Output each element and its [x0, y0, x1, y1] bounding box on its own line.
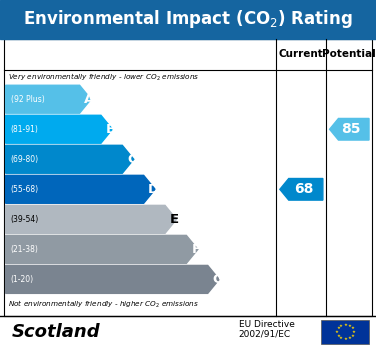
Text: (55-68): (55-68) [11, 185, 39, 194]
Text: A: A [84, 93, 94, 106]
Text: Environmental Impact (CO$_2$) Rating: Environmental Impact (CO$_2$) Rating [23, 8, 353, 31]
Text: Scotland: Scotland [11, 323, 100, 341]
Text: ★: ★ [347, 324, 351, 327]
Text: B: B [106, 123, 116, 136]
Bar [321, 319, 369, 345]
Polygon shape [6, 115, 112, 143]
Text: ★: ★ [351, 330, 355, 334]
Text: Very environmentally friendly - lower CO$_2$ emissions: Very environmentally friendly - lower CO… [8, 72, 199, 83]
Text: ★: ★ [335, 330, 339, 334]
Text: E: E [170, 213, 179, 226]
Text: (69-80): (69-80) [11, 155, 39, 164]
Text: ★: ★ [336, 326, 340, 330]
Text: (21-38): (21-38) [11, 245, 38, 254]
Text: ★: ★ [339, 324, 343, 327]
Text: (81-91): (81-91) [11, 125, 38, 134]
Text: C: C [127, 153, 137, 166]
Polygon shape [6, 175, 155, 203]
Text: (92 Plus): (92 Plus) [11, 95, 44, 104]
Text: ★: ★ [343, 338, 347, 341]
Polygon shape [330, 118, 369, 140]
Text: ★: ★ [347, 337, 351, 340]
Polygon shape [280, 179, 323, 200]
Text: Current: Current [279, 49, 324, 59]
Polygon shape [6, 235, 198, 263]
Text: 85: 85 [341, 122, 361, 136]
Polygon shape [6, 205, 176, 233]
Polygon shape [6, 145, 134, 173]
Polygon shape [6, 85, 91, 113]
Text: ★: ★ [343, 323, 347, 326]
Text: (39-54): (39-54) [11, 215, 39, 224]
Text: ★: ★ [336, 334, 340, 338]
Bar [0, 0, 376, 39]
Text: ★: ★ [350, 334, 354, 338]
Text: F: F [191, 243, 201, 256]
Text: ★: ★ [350, 326, 354, 330]
Text: EU Directive
2002/91/EC: EU Directive 2002/91/EC [239, 319, 295, 339]
Bar [4, 39, 372, 316]
Polygon shape [6, 266, 219, 293]
Text: (1-20): (1-20) [11, 275, 34, 284]
Text: ★: ★ [339, 337, 343, 340]
Text: Not environmentally friendly - higher CO$_2$ emissions: Not environmentally friendly - higher CO… [8, 299, 199, 310]
Text: 68: 68 [294, 182, 313, 196]
Text: Potential: Potential [323, 49, 376, 59]
Text: D: D [148, 183, 159, 196]
Text: G: G [212, 273, 223, 286]
